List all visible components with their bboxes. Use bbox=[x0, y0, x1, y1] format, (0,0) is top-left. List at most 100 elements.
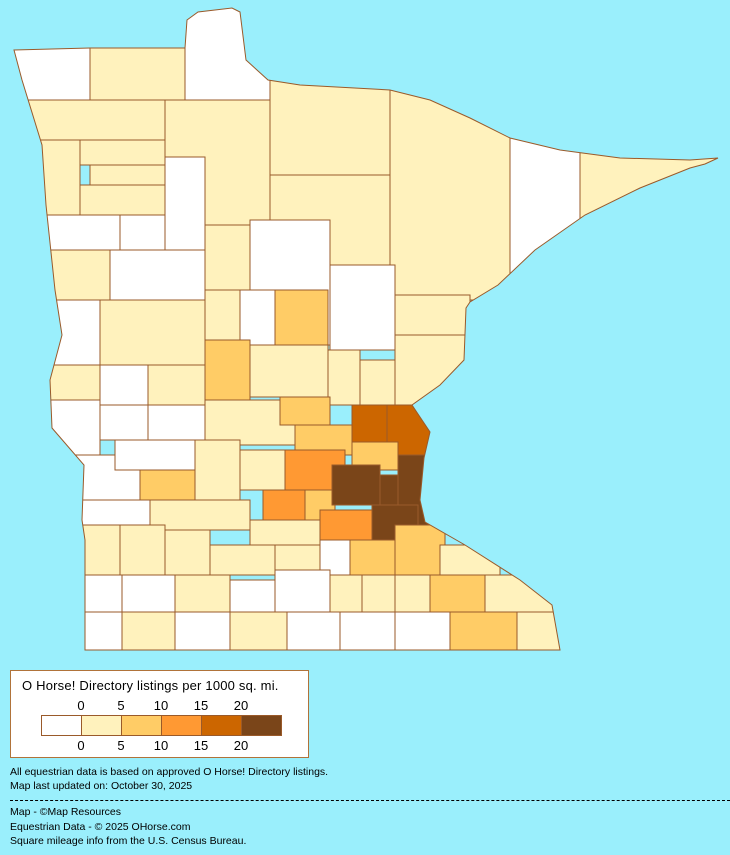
county[interactable] bbox=[121, 611, 176, 652]
county[interactable] bbox=[516, 611, 578, 652]
county[interactable] bbox=[0, 524, 121, 576]
legend-bottom-labels: 0 5 10 15 20 bbox=[11, 738, 311, 754]
county[interactable] bbox=[139, 469, 196, 501]
data-credit: Equestrian Data - © 2025 OHorse.com bbox=[10, 821, 191, 833]
legend-label: 10 bbox=[153, 698, 169, 713]
county[interactable] bbox=[164, 529, 211, 576]
county[interactable] bbox=[379, 474, 401, 506]
county[interactable] bbox=[89, 39, 186, 101]
county[interactable] bbox=[262, 489, 306, 526]
legend-label: 20 bbox=[233, 698, 249, 713]
county[interactable] bbox=[361, 574, 396, 613]
legend: O Horse! Directory listings per 1000 sq.… bbox=[10, 670, 309, 758]
county[interactable] bbox=[164, 156, 206, 251]
county[interactable] bbox=[249, 344, 329, 398]
county[interactable] bbox=[351, 404, 388, 443]
state-outline bbox=[13, 7, 719, 651]
county[interactable] bbox=[394, 294, 471, 336]
legend-label: 0 bbox=[77, 738, 85, 753]
county[interactable] bbox=[204, 339, 251, 401]
county[interactable] bbox=[79, 139, 166, 166]
county[interactable] bbox=[229, 579, 276, 613]
county[interactable] bbox=[286, 611, 341, 652]
last-updated: Map last updated on: October 30, 2025 bbox=[10, 780, 193, 792]
county[interactable] bbox=[359, 359, 396, 406]
county[interactable] bbox=[394, 611, 451, 652]
county[interactable] bbox=[119, 214, 166, 251]
county[interactable] bbox=[249, 519, 321, 546]
legend-label: 20 bbox=[233, 738, 249, 753]
county[interactable] bbox=[339, 611, 396, 652]
legend-label: 15 bbox=[193, 738, 209, 753]
legend-top-labels: 0 5 10 15 20 bbox=[11, 698, 311, 714]
legend-swatch bbox=[202, 716, 242, 735]
county[interactable] bbox=[174, 574, 231, 613]
county[interactable] bbox=[119, 524, 166, 576]
map-credit: Map - ©Map Resources bbox=[10, 806, 122, 818]
county[interactable] bbox=[0, 574, 123, 613]
county[interactable] bbox=[319, 509, 373, 541]
county[interactable] bbox=[89, 164, 166, 186]
county[interactable] bbox=[279, 396, 331, 426]
county[interactable] bbox=[209, 544, 276, 576]
county[interactable] bbox=[329, 264, 396, 351]
county[interactable] bbox=[579, 139, 730, 241]
county[interactable] bbox=[331, 464, 381, 506]
county[interactable] bbox=[349, 539, 396, 576]
county[interactable] bbox=[147, 364, 206, 406]
legend-swatches bbox=[41, 715, 282, 736]
county[interactable] bbox=[99, 404, 149, 441]
legend-label: 5 bbox=[117, 738, 125, 753]
county[interactable] bbox=[174, 611, 231, 652]
county[interactable] bbox=[394, 574, 431, 613]
county[interactable] bbox=[229, 611, 288, 652]
county[interactable] bbox=[194, 439, 241, 501]
county[interactable] bbox=[79, 184, 166, 216]
legend-swatch bbox=[42, 716, 82, 735]
county[interactable] bbox=[0, 139, 81, 216]
county[interactable] bbox=[114, 439, 196, 471]
county[interactable] bbox=[429, 574, 486, 613]
county[interactable] bbox=[484, 574, 566, 613]
county[interactable] bbox=[0, 499, 151, 526]
county[interactable] bbox=[204, 224, 251, 291]
county[interactable] bbox=[0, 399, 101, 456]
county[interactable] bbox=[0, 99, 166, 141]
legend-label: 15 bbox=[193, 698, 209, 713]
county[interactable] bbox=[274, 544, 321, 571]
county[interactable] bbox=[329, 574, 363, 613]
county[interactable] bbox=[239, 289, 276, 346]
legend-swatch bbox=[242, 716, 281, 735]
county[interactable] bbox=[449, 611, 518, 652]
legend-swatch bbox=[162, 716, 202, 735]
county[interactable] bbox=[204, 289, 241, 341]
county[interactable] bbox=[394, 334, 471, 406]
county[interactable] bbox=[147, 404, 206, 441]
county[interactable] bbox=[99, 299, 206, 366]
legend-swatch bbox=[82, 716, 122, 735]
county[interactable] bbox=[109, 249, 206, 301]
legend-label: 0 bbox=[77, 698, 85, 713]
county[interactable] bbox=[99, 364, 149, 406]
legend-label: 10 bbox=[153, 738, 169, 753]
county[interactable] bbox=[149, 499, 251, 531]
county[interactable] bbox=[394, 524, 446, 576]
county[interactable] bbox=[509, 129, 581, 301]
county[interactable] bbox=[0, 214, 121, 251]
legend-label: 5 bbox=[117, 698, 125, 713]
county[interactable] bbox=[389, 79, 511, 301]
counties bbox=[0, 8, 730, 652]
county[interactable] bbox=[274, 569, 331, 613]
county[interactable] bbox=[0, 299, 101, 366]
county[interactable] bbox=[269, 69, 391, 176]
county[interactable] bbox=[121, 574, 176, 613]
census-credit: Square mileage info from the U.S. Census… bbox=[10, 835, 247, 847]
legend-swatch bbox=[122, 716, 162, 735]
legend-title: O Horse! Directory listings per 1000 sq.… bbox=[22, 678, 279, 693]
choropleth-map bbox=[0, 7, 730, 652]
county[interactable] bbox=[0, 611, 123, 652]
divider bbox=[10, 800, 730, 801]
county[interactable] bbox=[239, 449, 286, 491]
county[interactable] bbox=[327, 349, 361, 406]
county[interactable] bbox=[439, 544, 501, 576]
